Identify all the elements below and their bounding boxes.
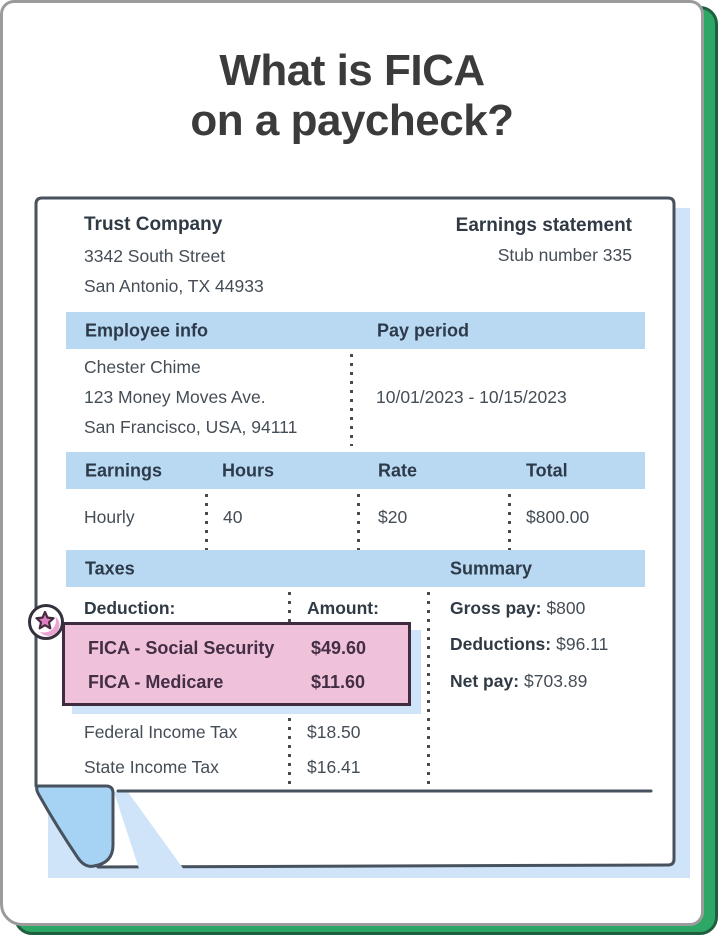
employee-info-header: Employee info xyxy=(85,320,209,340)
summary-header: Summary xyxy=(450,558,533,578)
net-pay-value: $703.89 xyxy=(524,671,588,691)
fold-shadow xyxy=(114,792,190,878)
table-row: FICA - Social Security $49.60 xyxy=(65,638,408,662)
net-pay-label: Net pay: xyxy=(450,671,520,691)
earning-hours: 40 xyxy=(223,507,243,527)
rate-header: Rate xyxy=(378,460,418,480)
fica-highlight-box: FICA - Social Security $49.60 FICA - Med… xyxy=(62,622,411,706)
divider-dotted xyxy=(357,494,360,550)
earnings-header: Earnings xyxy=(85,460,163,480)
employee-address: 123 Money Moves Ave. xyxy=(84,387,266,407)
gross-pay-label: Gross pay: xyxy=(450,598,542,618)
fica-medicare-amount: $11.60 xyxy=(311,672,366,692)
state-income-tax-label: State Income Tax xyxy=(84,757,219,777)
net-pay-row: Net pay: $703.89 xyxy=(450,671,587,692)
divider-dotted xyxy=(205,494,208,550)
deductions-value: $96.11 xyxy=(556,634,609,654)
deductions-row: Deductions: $96.11 xyxy=(450,634,608,655)
folded-corner-icon xyxy=(35,784,115,868)
federal-income-tax-label: Federal Income Tax xyxy=(84,722,238,742)
company-name: Trust Company xyxy=(84,214,223,235)
section-bar-employee: Employee info Pay period xyxy=(66,312,645,349)
fica-medicare-label: FICA - Medicare xyxy=(88,672,224,692)
company-address-line1: 3342 South Street xyxy=(84,246,226,266)
employee-city: San Francisco, USA, 94111 xyxy=(84,417,298,437)
title-line-2: on a paycheck? xyxy=(190,96,514,146)
gross-pay-row: Gross pay: $800 xyxy=(450,598,585,619)
amount-label: Amount: xyxy=(307,598,379,618)
federal-income-tax-amount: $18.50 xyxy=(307,722,361,742)
table-row: FICA - Medicare $11.60 xyxy=(65,672,408,696)
pay-period-header: Pay period xyxy=(377,320,470,340)
stub-number: Stub number 335 xyxy=(497,245,632,265)
fica-social-security-label: FICA - Social Security xyxy=(88,638,275,658)
divider-dotted xyxy=(427,592,430,785)
star-icon xyxy=(28,604,64,640)
company-address-line2: San Antonio, TX 44933 xyxy=(84,276,264,296)
earning-type: Hourly xyxy=(84,507,135,527)
section-bar-taxes: Taxes Summary xyxy=(66,550,645,587)
earning-total: $800.00 xyxy=(526,507,590,527)
deductions-label: Deductions: xyxy=(450,634,552,654)
state-income-tax-amount: $16.41 xyxy=(307,757,361,777)
fica-social-security-amount: $49.60 xyxy=(311,638,367,658)
statement-title: Earnings statement xyxy=(455,215,632,236)
pay-period-value: 10/01/2023 - 10/15/2023 xyxy=(376,387,567,407)
total-header: Total xyxy=(526,460,568,480)
earning-rate: $20 xyxy=(378,507,408,527)
divider-dotted xyxy=(508,494,511,550)
taxes-header: Taxes xyxy=(85,558,135,578)
title-line-1: What is FICA xyxy=(219,46,485,95)
page-title: What is FICA on a paycheck? xyxy=(0,46,704,146)
divider-dotted xyxy=(350,354,353,446)
employee-name: Chester Chime xyxy=(84,357,201,377)
deduction-label: Deduction: xyxy=(84,598,176,618)
gross-pay-value: $800 xyxy=(546,598,586,618)
hours-header: Hours xyxy=(222,460,275,480)
section-bar-earnings: Earnings Hours Rate Total xyxy=(66,452,645,489)
